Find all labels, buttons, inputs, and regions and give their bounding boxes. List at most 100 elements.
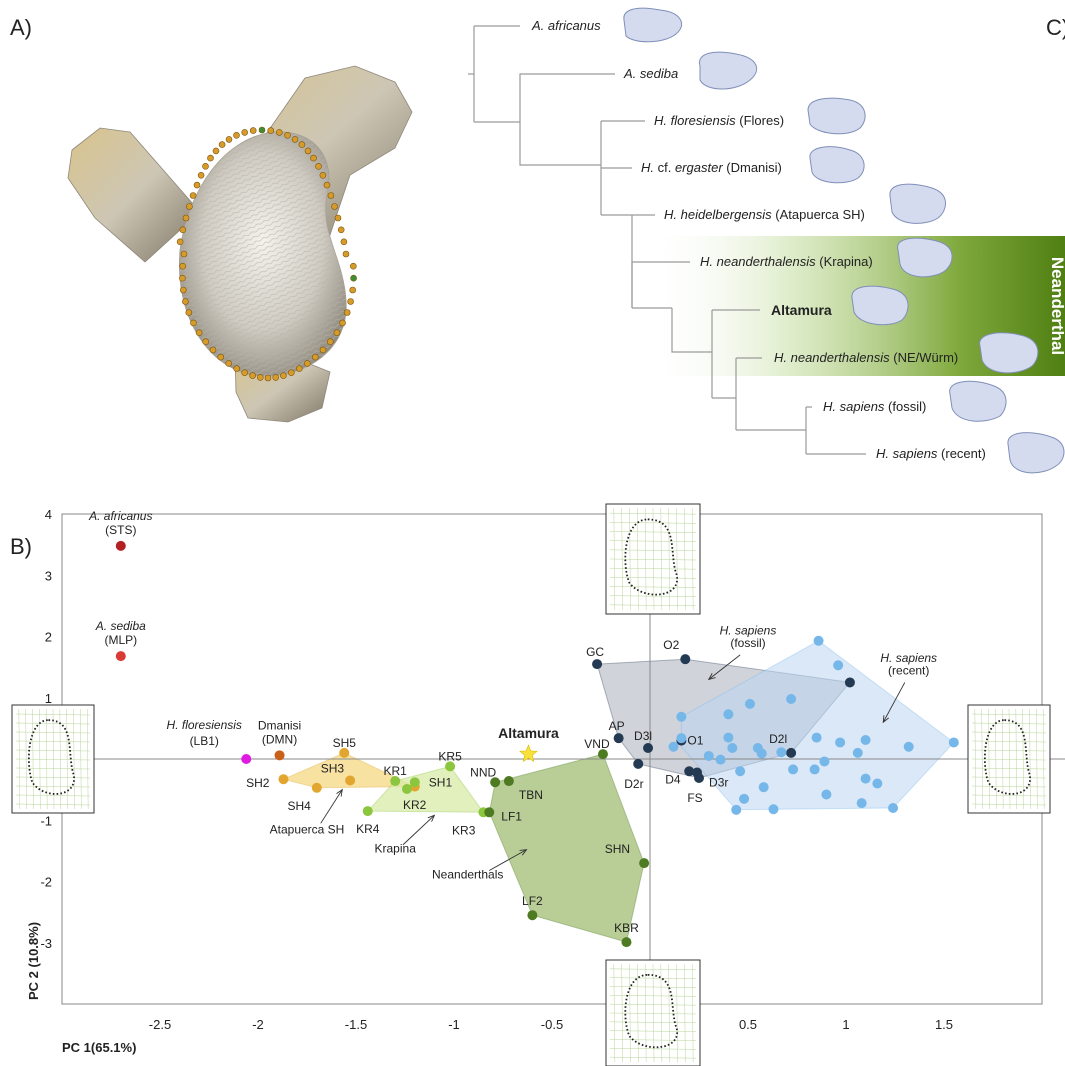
point-label: SH5 — [333, 736, 357, 750]
landmark-dot — [180, 250, 188, 258]
taxon-label-h-neanderthalensis-krapina: H. neanderthalensis (Krapina) — [700, 254, 873, 269]
panel-label-b: B) — [10, 534, 32, 559]
landmark-dot — [349, 286, 357, 294]
single-label: (MLP) — [104, 633, 137, 647]
group-labels: Atapuerca SH Krapina Neanderthals H. sapien… — [270, 624, 937, 882]
landmark-dot — [347, 298, 354, 305]
arrowhead — [519, 849, 528, 856]
point-fossil — [684, 766, 695, 777]
landmark-dot — [193, 181, 201, 189]
landmark-dot — [340, 238, 348, 246]
landmark-dot — [275, 129, 283, 136]
landmark-dot — [267, 127, 275, 134]
point-recent — [703, 750, 714, 761]
y-axis-title: PC 2 (10.8%) — [26, 922, 41, 1000]
shape-icon-h-sapiens-fossil — [949, 380, 1007, 422]
point-recent — [809, 764, 820, 775]
single-label: H. floresiensis — [167, 718, 242, 732]
landmark-dot — [212, 147, 220, 155]
y-tick-label: 2 — [45, 630, 52, 645]
landmark-dot — [343, 309, 351, 316]
point-recent — [813, 635, 824, 646]
landmark-dot — [342, 250, 350, 258]
point-label: SH3 — [321, 761, 345, 775]
landmark-dot — [185, 309, 193, 316]
point-recent — [668, 741, 679, 752]
single-label: Dmanisi — [258, 718, 301, 732]
point-recent — [676, 733, 687, 744]
landmark-dot — [319, 172, 327, 179]
point-recent — [852, 747, 863, 758]
point-label: D3r — [709, 775, 728, 789]
landmark-dot — [272, 374, 280, 381]
point-recent — [735, 766, 746, 777]
point-fossil — [633, 758, 644, 769]
landmark-dot — [339, 319, 346, 327]
point-floresiensis — [241, 754, 252, 764]
point-krapina — [401, 784, 412, 795]
tree-branches — [468, 25, 866, 455]
x-tick-label: 1 — [842, 1017, 849, 1032]
point-recent — [860, 773, 871, 784]
y-tick-label: -1 — [40, 813, 52, 828]
landmark-dot — [241, 369, 248, 377]
point-recent — [821, 789, 832, 800]
point-label: SH2 — [246, 776, 270, 790]
point-label: SH1 — [429, 775, 453, 789]
point-neanderthal — [503, 776, 514, 787]
taxon-label-altamura: Altamura — [771, 302, 832, 318]
landmark-dot — [241, 129, 248, 136]
taxon-label-h-ergaster: H. cf. ergaster (Dmanisi) — [641, 160, 782, 175]
point-recent — [756, 748, 767, 759]
group-label: H. sapiens — [880, 651, 937, 665]
group-label: Atapuerca SH — [270, 823, 345, 837]
point-label: LF2 — [522, 894, 543, 908]
arrowhead — [707, 673, 716, 681]
x-tick-label: 1.5 — [935, 1017, 953, 1032]
single-label: A. africanus — [88, 509, 152, 523]
point-fossil — [786, 747, 797, 758]
x-tick-label: -1.5 — [345, 1017, 367, 1032]
taxon-label-h-heidelbergensis: H. heidelbergensis (Atapuerca SH) — [664, 207, 865, 222]
landmark-dot — [195, 329, 203, 337]
point-label: O2 — [663, 638, 679, 652]
point-recent — [715, 754, 726, 765]
x-tick-label: -2.5 — [149, 1017, 171, 1032]
shape-icon-a-africanus — [623, 7, 682, 43]
landmark-dot — [319, 346, 327, 354]
point-fossil — [680, 654, 691, 665]
point-atapuerca — [345, 775, 356, 786]
point-label: D3l — [634, 729, 652, 743]
point-label: FS — [687, 791, 702, 805]
point-recent — [731, 804, 742, 815]
point-label: O1 — [687, 734, 703, 748]
point-label: AP — [609, 719, 625, 733]
group-arrow — [489, 849, 527, 871]
point-krapina — [409, 777, 420, 788]
panel-label-a: A) — [10, 15, 32, 40]
taxon-label-h-sapiens-recent: H. sapiens (recent) — [876, 446, 986, 461]
landmark-dot — [190, 319, 197, 327]
point-neanderthal — [490, 777, 501, 788]
landmark-dot — [217, 353, 224, 361]
point-recent — [833, 660, 844, 671]
single-label: A. sediba — [95, 619, 146, 633]
landmark-dot — [249, 372, 256, 379]
x-tick-label: -1 — [448, 1017, 460, 1032]
shape-icon-h-neanderthalensis-krapina — [897, 237, 953, 278]
landmark-dot — [197, 172, 205, 179]
point-label: KR2 — [403, 798, 427, 812]
point-atapuerca — [278, 774, 289, 785]
point-label: TBN — [519, 788, 543, 802]
point-recent — [835, 737, 846, 748]
point-krapina — [362, 806, 373, 817]
group-label: H. sapiens — [720, 624, 777, 638]
landmark-dot — [249, 127, 257, 134]
point-label: SHN — [605, 842, 630, 856]
landmark-dot — [295, 365, 303, 372]
landmark-dot — [202, 338, 209, 346]
point-fossil — [694, 772, 704, 783]
point-recent — [776, 747, 787, 758]
